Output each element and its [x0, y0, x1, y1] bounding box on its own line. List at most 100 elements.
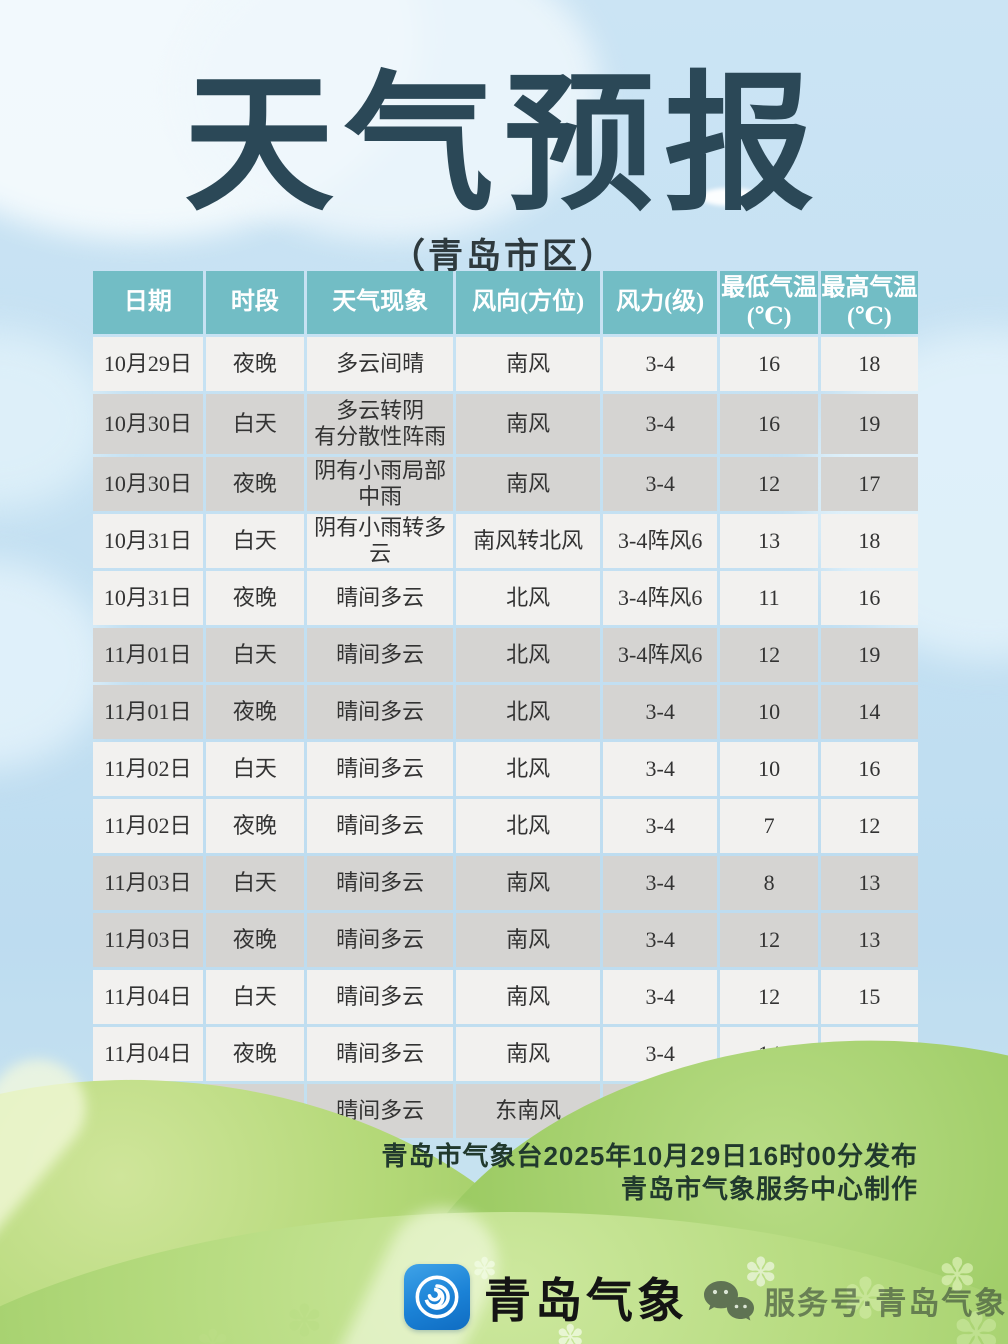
cell-period: 白天 [205, 514, 304, 568]
cell-period: 夜晚 [205, 685, 304, 739]
cell-wind-force: 3-4 [602, 457, 718, 511]
cell-wind-dir: 南风转北风 [456, 514, 600, 568]
cell-period: 夜晚 [205, 913, 304, 967]
cell-date: 11月03日 [93, 856, 203, 910]
cell-period: 白天 [205, 628, 304, 682]
page-title: 天气预报 [183, 60, 824, 228]
cell-period: 白天 [205, 394, 304, 454]
cell-temp-min: 13 [720, 514, 818, 568]
cell-wind-dir: 南风 [456, 913, 600, 967]
cell-temp-min: 8 [720, 856, 818, 910]
cell-wind-dir: 北风 [456, 571, 600, 625]
cell-weather: 晴间多云 [307, 856, 454, 910]
cell-weather: 晴间多云 [307, 628, 454, 682]
cell-temp-min: 10 [720, 685, 818, 739]
col-header-temp-min: 最低气温 (℃) [720, 271, 818, 334]
cell-date: 10月31日 [93, 514, 203, 568]
cell-temp-min: 7 [720, 799, 818, 853]
cell-temp-max: 13 [820, 913, 918, 967]
cell-date: 11月03日 [93, 913, 203, 967]
table-row: 10月30日 夜晚 阴有小雨局部中雨 南风 3-4 12 17 [93, 457, 918, 511]
cell-wind-force: 3-4 [602, 856, 718, 910]
table-row: 10月31日 白天 阴有小雨转多云 南风转北风 3-4阵风6 13 18 [93, 514, 918, 568]
cell-temp-max: 17 [820, 457, 918, 511]
bird-shape [700, 188, 760, 206]
table-row: 11月02日 白天 晴间多云 北风 3-4 10 16 [93, 742, 918, 796]
cell-wind-dir: 南风 [456, 337, 600, 391]
cell-wind-force: 3-4 [602, 394, 718, 454]
table-row: 11月01日 夜晚 晴间多云 北风 3-4 10 14 [93, 685, 918, 739]
cell-temp-min: 10 [720, 742, 818, 796]
forecast-table: 日期 时段 天气现象 风向(方位) 风力(级) 最低气温 (℃) 最高气温 (℃… [93, 271, 918, 1141]
cell-wind-dir: 南风 [456, 856, 600, 910]
cell-wind-force: 3-4阵风6 [602, 514, 718, 568]
cell-temp-max: 19 [820, 628, 918, 682]
table-body: 10月29日 夜晚 多云间晴 南风 3-4 16 18 10月30日 白天 多云… [93, 337, 918, 1138]
cell-date: 10月30日 [93, 394, 203, 454]
cell-wind-dir: 南风 [456, 1027, 600, 1081]
cell-temp-max: 16 [820, 571, 918, 625]
cell-period: 夜晚 [205, 457, 304, 511]
cell-period: 夜晚 [205, 337, 304, 391]
cell-temp-min: 11 [720, 571, 818, 625]
table-row: 11月04日 白天 晴间多云 南风 3-4 12 15 [93, 970, 918, 1024]
cell-period: 夜晚 [205, 571, 304, 625]
table-row: 11月03日 白天 晴间多云 南风 3-4 8 13 [93, 856, 918, 910]
cell-weather: 晴间多云 [307, 742, 454, 796]
cell-wind-force: 3-4 [602, 970, 718, 1024]
cell-temp-max: 12 [820, 799, 918, 853]
cell-weather: 晴间多云 [307, 970, 454, 1024]
cell-date: 11月01日 [93, 628, 203, 682]
cell-weather: 晴间多云 [307, 913, 454, 967]
cell-wind-force: 3-4 [602, 337, 718, 391]
cell-temp-max: 14 [820, 685, 918, 739]
table-row: 11月03日 夜晚 晴间多云 南风 3-4 12 13 [93, 913, 918, 967]
table-row: 11月01日 白天 晴间多云 北风 3-4阵风6 12 19 [93, 628, 918, 682]
col-header-date: 日期 [93, 271, 203, 334]
cell-temp-min: 12 [720, 457, 818, 511]
cell-date: 11月02日 [93, 742, 203, 796]
cloud-shape [180, 0, 600, 240]
cell-temp-max: 13 [820, 856, 918, 910]
cell-temp-min: 12 [720, 913, 818, 967]
cell-wind-force: 3-4 [602, 742, 718, 796]
cell-temp-min: 12 [720, 628, 818, 682]
col-header-wind-force: 风力(级) [602, 271, 718, 334]
table-row: 10月31日 夜晚 晴间多云 北风 3-4阵风6 11 16 [93, 571, 918, 625]
cell-temp-min: 12 [720, 970, 818, 1024]
cell-date: 10月31日 [93, 571, 203, 625]
cell-weather: 多云间晴 [307, 337, 454, 391]
cell-period: 白天 [205, 856, 304, 910]
page-subtitle: （青岛市区） [389, 237, 618, 276]
cell-wind-dir: 南风 [456, 394, 600, 454]
cell-temp-max: 18 [820, 514, 918, 568]
cell-temp-max: 18 [820, 337, 918, 391]
cell-weather: 晴间多云 [307, 1027, 454, 1081]
hills-illustration [0, 1003, 1008, 1344]
cell-date: 11月04日 [93, 970, 203, 1024]
cell-temp-min: 16 [720, 394, 818, 454]
cell-wind-dir: 南风 [456, 970, 600, 1024]
cell-period: 夜晚 [205, 1027, 304, 1081]
cell-date: 11月02日 [93, 799, 203, 853]
table-row: 10月30日 白天 多云转阴 有分散性阵雨 南风 3-4 16 19 [93, 394, 918, 454]
cell-weather: 晴间多云 [307, 799, 454, 853]
cell-period: 夜晚 [205, 799, 304, 853]
cell-weather: 晴间多云 [307, 685, 454, 739]
cell-period: 白天 [205, 970, 304, 1024]
cell-temp-max: 15 [820, 970, 918, 1024]
cell-wind-dir: 北风 [456, 799, 600, 853]
cell-weather: 晴间多云 [307, 571, 454, 625]
table-row: 10月29日 夜晚 多云间晴 南风 3-4 16 18 [93, 337, 918, 391]
cell-wind-force: 3-4 [602, 913, 718, 967]
cell-wind-dir: 北风 [456, 685, 600, 739]
cell-wind-dir: 北风 [456, 742, 600, 796]
cell-date: 10月29日 [93, 337, 203, 391]
col-header-wind-dir: 风向(方位) [456, 271, 600, 334]
cell-temp-max: 16 [820, 742, 918, 796]
cell-wind-dir: 北风 [456, 628, 600, 682]
cell-weather: 阴有小雨转多云 [307, 514, 454, 568]
cell-wind-force: 3-4阵风6 [602, 628, 718, 682]
table-header-row: 日期 时段 天气现象 风向(方位) 风力(级) 最低气温 (℃) 最高气温 (℃… [93, 271, 918, 334]
